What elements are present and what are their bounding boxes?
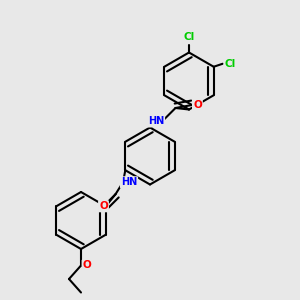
Text: Cl: Cl <box>225 59 236 69</box>
Text: O: O <box>99 201 108 211</box>
Text: O: O <box>82 260 91 271</box>
Text: O: O <box>193 100 202 110</box>
Text: HN: HN <box>148 116 164 127</box>
Text: HN: HN <box>121 177 137 187</box>
Text: Cl: Cl <box>183 32 195 43</box>
